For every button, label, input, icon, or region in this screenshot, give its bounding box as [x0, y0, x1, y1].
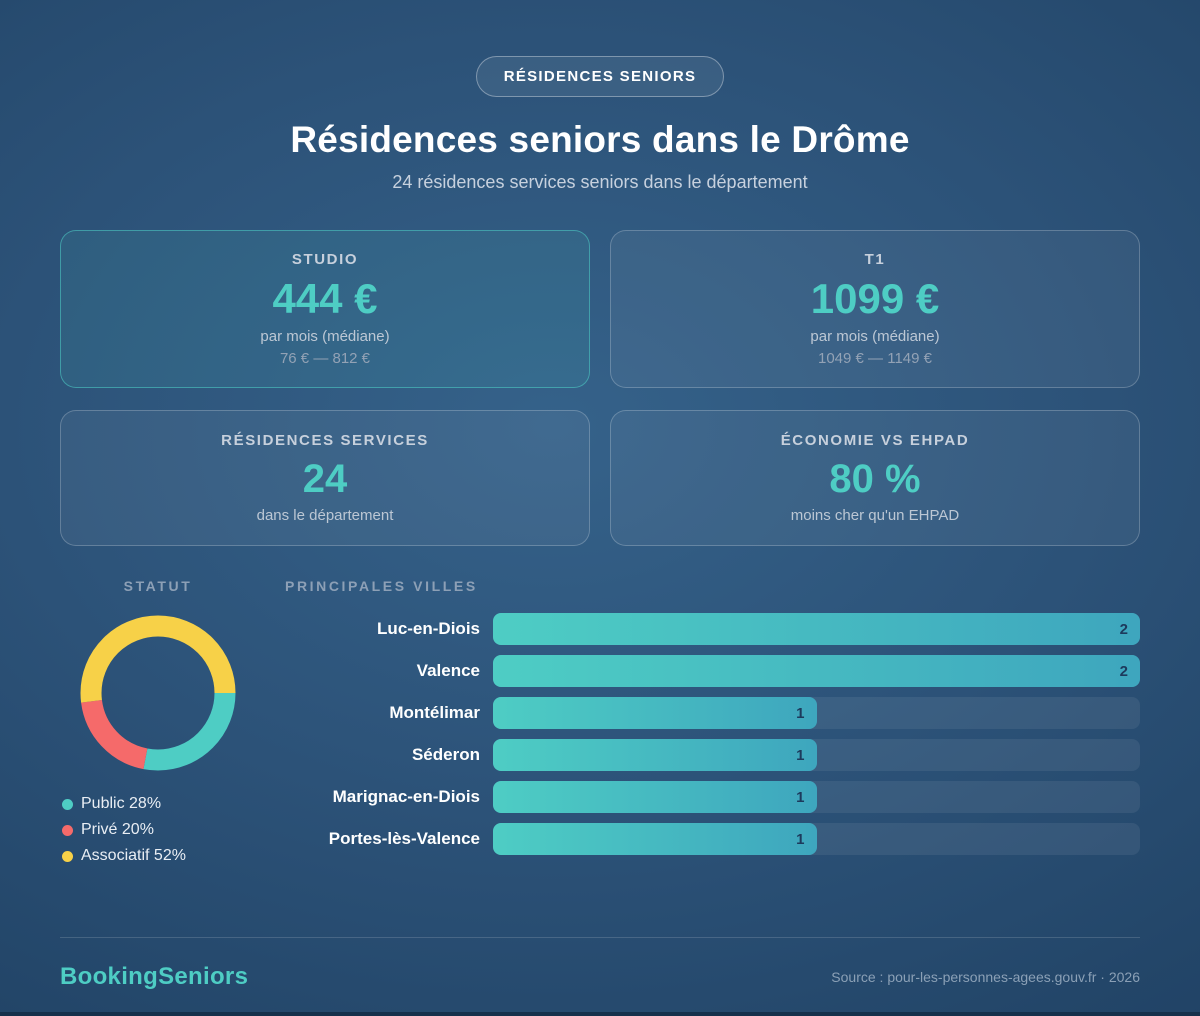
legend-label: Public 28% [81, 795, 162, 812]
bar-track: 2 [493, 655, 1140, 687]
statut-title: STATUT [123, 578, 193, 594]
city-label: Luc-en-Diois [377, 619, 480, 638]
legend-dot-prive [62, 824, 73, 836]
stat-card-value: 24 [302, 457, 348, 501]
infographic-page: RÉSIDENCES SENIORS Résidences seniors da… [60, 0, 1140, 991]
stat-card-sub: dans le département [256, 507, 394, 524]
bar-value: 1 [796, 830, 805, 848]
bar-track: 1 [493, 739, 1140, 771]
brand-logo: BookingSeniors [60, 963, 249, 990]
bar-track: 1 [493, 823, 1140, 855]
stat-card-label: ÉCONOMIE VS EHPAD [780, 432, 970, 449]
city-bar-row: Valence 2 [285, 655, 1140, 687]
stat-card-sub: par mois (médiane) [260, 328, 390, 346]
stat-card-value: 444 € [272, 274, 378, 322]
bar-fill: 2 [493, 655, 1140, 687]
legend-item-public: Public 28% [62, 795, 285, 813]
legend-item-associatif: Associatif 52% [62, 847, 285, 865]
villes-bar-chart: Luc-en-Diois 2 Valence 2 Montélimar 1 [285, 613, 1140, 855]
city-label: Montélimar [389, 703, 480, 722]
city-bar-row: Portes-lès-Valence 1 [285, 823, 1140, 855]
bar-value: 1 [796, 746, 805, 764]
bar-fill: 1 [493, 781, 817, 813]
bar-fill: 1 [493, 697, 817, 729]
legend-dot-public [62, 798, 73, 810]
stat-card-label: T1 [864, 250, 886, 268]
bar-track: 1 [493, 697, 1140, 729]
donut-chart-svg [80, 615, 236, 771]
charts-section: STATUT Public 28% Privé 20% Associatif 5… [60, 578, 1140, 873]
statut-chart-section: STATUT Public 28% Privé 20% Associatif 5… [60, 578, 285, 873]
legend-item-prive: Privé 20% [62, 821, 285, 839]
villes-chart-section: PRINCIPALES VILLES Luc-en-Diois 2 Valenc… [285, 578, 1140, 873]
city-label: Séderon [411, 745, 480, 764]
bar-value: 1 [796, 704, 805, 722]
stat-card-label: RÉSIDENCES SERVICES [221, 432, 429, 449]
bar-value: 2 [1119, 620, 1128, 638]
footer-divider [60, 937, 1140, 938]
category-badge: RÉSIDENCES SENIORS [475, 56, 725, 97]
stat-cards-grid: STUDIO 444 € par mois (médiane) 76 € — 8… [60, 230, 1140, 546]
legend-dot-associatif [62, 850, 73, 862]
bar-track: 1 [493, 781, 1140, 813]
stat-card-sub: moins cher qu'un EHPAD [790, 507, 960, 524]
stat-card-t1: T1 1099 € par mois (médiane) 1049 € — 11… [610, 230, 1140, 388]
legend-label: Associatif 52% [81, 847, 186, 864]
page-subtitle: 24 résidences services seniors dans le d… [392, 172, 808, 192]
city-label: Portes-lès-Valence [328, 829, 480, 848]
city-label: Valence [416, 661, 480, 680]
footer-row: BookingSeniors Source : pour-les-personn… [60, 963, 1140, 991]
footer: BookingSeniors Source : pour-les-personn… [60, 937, 1140, 991]
bar-value: 2 [1119, 662, 1128, 680]
stat-card-range: 1049 € — 1149 € [818, 350, 932, 368]
statut-donut-chart [80, 615, 236, 771]
stat-card-value: 1099 € [810, 274, 940, 322]
stat-card-economie: ÉCONOMIE VS EHPAD 80 % moins cher qu'un … [610, 410, 1140, 546]
legend-label: Privé 20% [81, 821, 154, 838]
stat-card-residences: RÉSIDENCES SERVICES 24 dans le départeme… [60, 410, 590, 546]
stat-card-sub: par mois (médiane) [810, 328, 940, 346]
bar-fill: 1 [493, 739, 817, 771]
villes-title: PRINCIPALES VILLES [285, 578, 478, 594]
city-bar-row: Marignac-en-Diois 1 [285, 781, 1140, 813]
page-title: Résidences seniors dans le Drôme [290, 119, 910, 160]
city-label: Marignac-en-Diois [332, 787, 480, 806]
stat-card-studio: STUDIO 444 € par mois (médiane) 76 € — 8… [60, 230, 590, 388]
stat-card-range: 76 € — 812 € [279, 350, 371, 368]
bar-track: 2 [493, 613, 1140, 645]
city-bar-row: Montélimar 1 [285, 697, 1140, 729]
bar-value: 1 [796, 788, 805, 806]
source-attribution: Source : pour-les-personnes-agees.gouv.f… [831, 969, 1140, 985]
statut-legend: Public 28% Privé 20% Associatif 52% [62, 795, 285, 865]
stat-card-value: 80 % [829, 457, 921, 501]
bar-fill: 1 [493, 823, 817, 855]
header: RÉSIDENCES SENIORS Résidences seniors da… [60, 0, 1140, 193]
city-bar-row: Luc-en-Diois 2 [285, 613, 1140, 645]
city-bar-row: Séderon 1 [285, 739, 1140, 771]
bar-fill: 2 [493, 613, 1140, 645]
stat-card-label: STUDIO [291, 250, 359, 268]
